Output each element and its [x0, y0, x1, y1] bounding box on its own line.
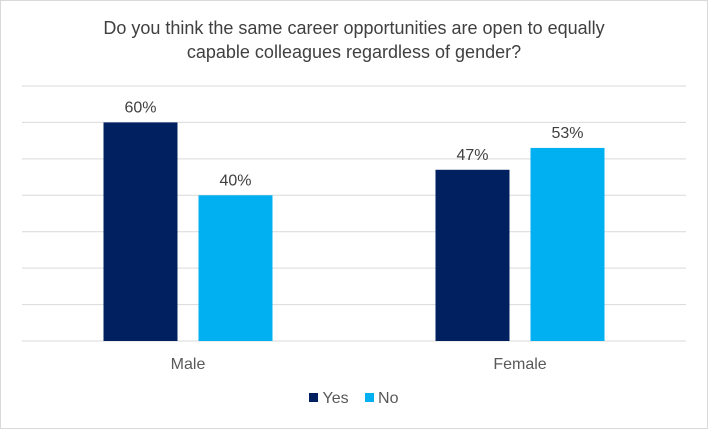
- legend-swatch-yes: [309, 393, 319, 402]
- chart-title: Do you think the same career opportuniti…: [0, 16, 708, 64]
- title-line-1: Do you think the same career opportuniti…: [103, 18, 605, 38]
- title-line-2: capable colleagues regardless of gender?: [186, 42, 522, 62]
- bar-yes-male: [103, 122, 178, 341]
- data-label: 40%: [219, 172, 251, 189]
- legend-swatch-no: [365, 393, 375, 402]
- legend-item-yes: Yes: [309, 390, 349, 407]
- data-label: 60%: [124, 99, 156, 116]
- bar-no-male: [198, 195, 273, 341]
- legend: Yes No: [0, 390, 708, 408]
- bar-yes-female: [435, 169, 510, 341]
- bar-no-female: [530, 147, 605, 341]
- legend-label-yes: Yes: [322, 390, 349, 407]
- x-tick-label: Female: [493, 356, 546, 373]
- data-label: 53%: [551, 125, 583, 142]
- legend-item-no: No: [365, 390, 399, 407]
- legend-label-no: No: [378, 390, 399, 407]
- x-tick-label: Male: [171, 356, 206, 373]
- data-label: 47%: [456, 147, 488, 164]
